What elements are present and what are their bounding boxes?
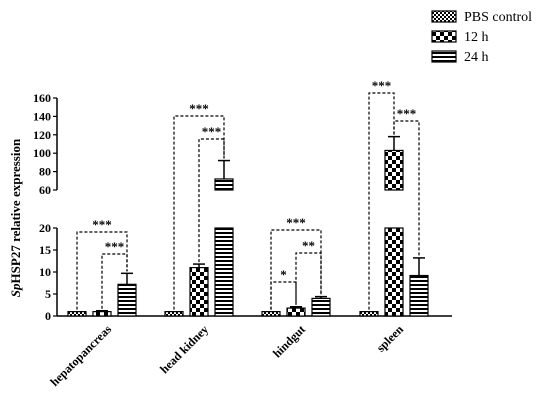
y-tick-label: 80	[39, 165, 51, 179]
significance-bracket	[393, 120, 420, 256]
significance-label: ***	[397, 106, 417, 121]
bar	[117, 283, 137, 317]
significance-label: ***	[105, 239, 125, 254]
y-tick-label: 20	[39, 221, 51, 235]
significance-brackets: ************************	[76, 78, 420, 310]
significance-bracket	[173, 115, 225, 310]
significance-label: **	[302, 238, 315, 253]
significance-bracket	[270, 281, 297, 310]
legend-swatch	[431, 50, 457, 63]
category-label: spleen	[374, 322, 407, 355]
bar	[261, 311, 281, 317]
significance-bracket	[295, 252, 322, 305]
y-tick-label: 10	[39, 265, 51, 279]
bar	[311, 297, 331, 317]
category-label: hindgut	[270, 322, 308, 360]
y-tick-label: 5	[45, 287, 51, 301]
y-tick-label: 140	[33, 109, 51, 123]
y-tick-label: 0	[45, 309, 51, 323]
significance-bracket	[101, 253, 128, 309]
legend-label: PBS control	[464, 10, 532, 25]
legend-label: 12 h	[464, 30, 489, 45]
bar	[384, 227, 404, 317]
bar	[409, 274, 429, 317]
significance-bracket	[76, 231, 128, 310]
error-bars	[96, 135, 425, 312]
significance-bracket	[368, 92, 395, 310]
significance-label: ***	[92, 217, 112, 232]
category-labels: hepatopancreas head kidney hindgut spleen	[47, 322, 406, 389]
y-axis-label-rest: HSP27 relative expression	[8, 138, 23, 283]
significance-bracket	[198, 138, 225, 263]
y-tick-label: 60	[39, 183, 51, 197]
bar	[384, 149, 404, 191]
bar	[67, 311, 87, 317]
y-axis-label-italic: Sp	[8, 283, 23, 297]
legend-swatch	[431, 10, 457, 23]
y-tick-label: 120	[33, 128, 51, 142]
bars	[67, 149, 429, 317]
bar	[214, 227, 234, 317]
significance-label: ***	[189, 101, 209, 116]
bar	[164, 311, 184, 317]
significance-label: *	[280, 267, 287, 282]
category-label: hepatopancreas	[47, 322, 114, 389]
y-tick-label: 15	[39, 243, 51, 257]
y-tick-label: 100	[33, 146, 51, 160]
y-axis-label: SpHSP27 relative expression	[8, 138, 23, 297]
significance-label: ***	[202, 124, 222, 139]
legend-label: 24 h	[464, 50, 489, 65]
significance-label: ***	[372, 78, 392, 93]
legend-swatch	[431, 30, 457, 43]
legend: PBS control 12 h 24 h	[431, 10, 532, 65]
category-label: head kidney	[157, 322, 211, 376]
bar	[214, 178, 234, 191]
bar	[92, 311, 112, 317]
significance-label: ***	[286, 215, 306, 230]
bar	[359, 311, 379, 317]
y-tick-label: 160	[33, 91, 51, 105]
bar	[189, 267, 209, 317]
bar	[286, 307, 306, 317]
